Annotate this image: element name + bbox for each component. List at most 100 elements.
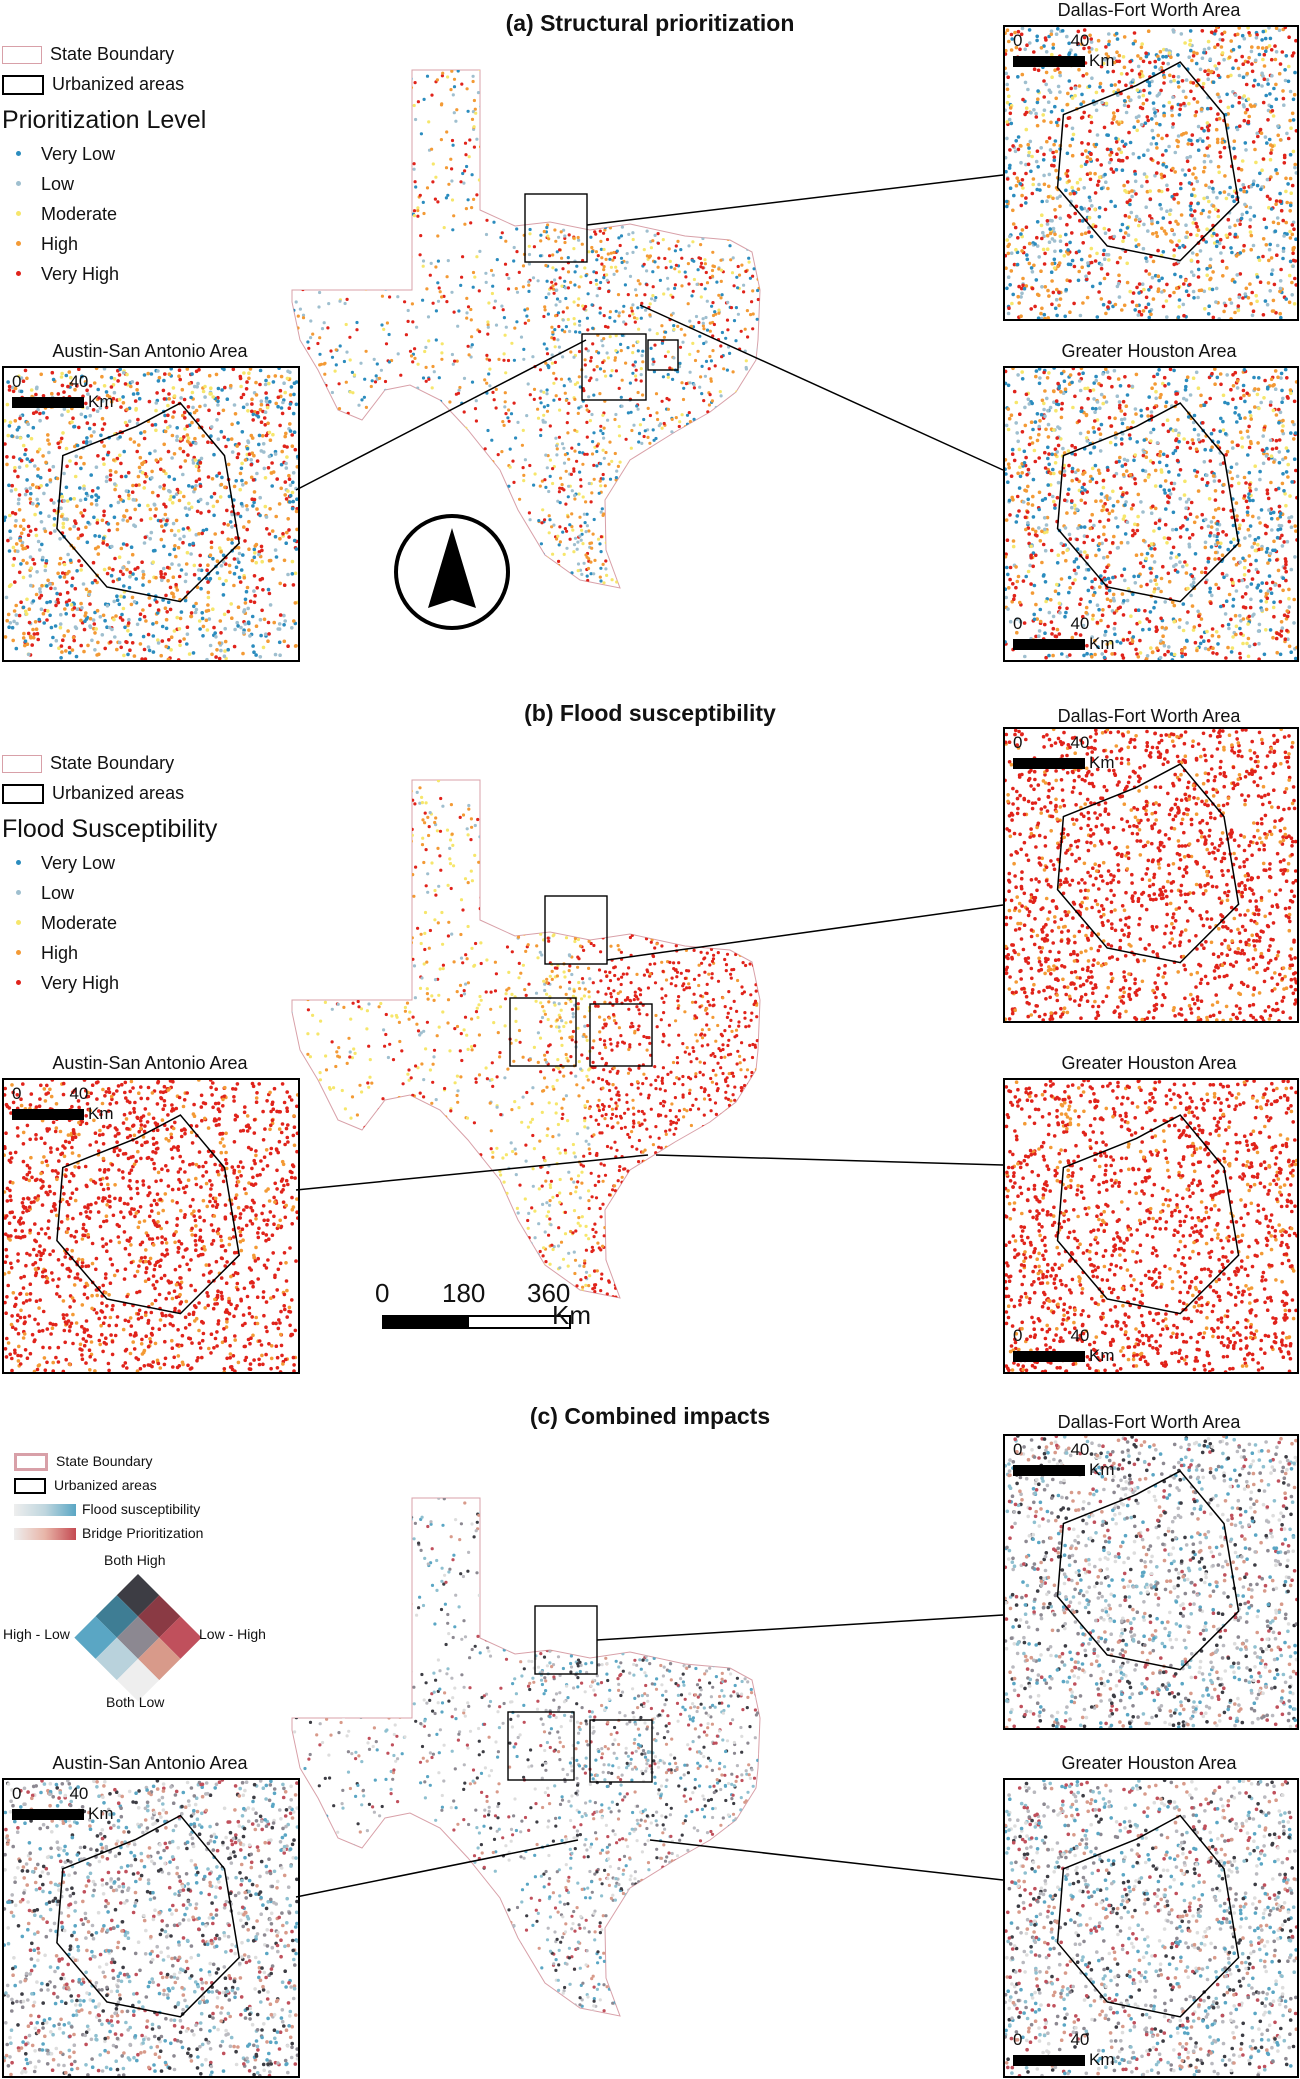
inset-scale-zero: 0 [1013,31,1022,50]
legend-level: Low [2,174,74,195]
panel-title: (a) Structural prioritization [0,10,1300,37]
dot-icon [16,950,21,956]
legend-label: Urbanized areas [52,74,184,94]
legend-level: Very High [2,264,119,285]
state-boundary [291,779,761,1299]
inset-title-austin: Austin-San Antonio Area [2,1753,298,1774]
inset-title-austin: Austin-San Antonio Area [2,1053,298,1074]
inset-scale-value: 40 [69,372,88,391]
legend-level: Moderate [2,913,117,934]
inset-scale-bar: 0 40 Km [1013,1440,1115,1480]
panel-a: (a) Structural prioritization State Boun… [0,0,1300,662]
legend-urbanized: Urbanized areas [2,74,184,96]
legend-level: High [2,234,78,255]
inset-scale-bar: 0 40 Km [1013,31,1115,71]
inset-title-houston: Greater Houston Area [1003,341,1295,362]
bridge-ramp-icon [14,1528,76,1541]
legend-flood-ramp: Flood susceptibility [14,1501,200,1517]
inset-scale-unit: Km [88,1104,114,1124]
legend-level: Very Low [2,853,115,874]
dot-icon [16,241,21,247]
scale-label-mid: 180 [442,1278,485,1309]
dot-icon [16,980,21,986]
inset-scale-bar: 0 40 Km [1013,614,1115,654]
legend-urbanized: Urbanized areas [2,783,184,805]
bivariate-label-both-low: Both Low [106,1694,164,1710]
scale-label-unit: Km [552,1300,591,1331]
flood-ramp-icon [14,1504,76,1517]
inset-scale-unit: Km [1089,753,1115,773]
legend-state-boundary: State Boundary [14,1453,153,1472]
panel-c: (c) Combined impacts State Boundary Urba… [0,1400,1300,2079]
inset-scale-bar: 0 40 Km [1013,2030,1115,2070]
panel-b: (b) Flood susceptibility State Boundary … [0,700,1300,1380]
legend-heading: Flood Susceptibility [2,815,217,844]
inset-title-dfw: Dallas-Fort Worth Area [1003,0,1295,21]
legend-level: Low [2,883,74,904]
panel-title: (c) Combined impacts [0,1403,1300,1430]
urban-swatch-icon [2,784,44,805]
inset-austin: 0 40 Km [2,1778,300,2078]
inset-scale-value: 40 [1070,31,1089,50]
inset-austin: 0 40 Km [2,1078,300,1374]
scale-bar [382,1315,571,1329]
boundary-swatch-icon [2,755,42,774]
boundary-swatch-icon [2,46,42,65]
inset-title-houston: Greater Houston Area [1003,1053,1295,1074]
inset-houston: 0 40 Km [1003,1078,1299,1374]
inset-scale-value: 40 [1070,733,1089,752]
legend-heading: Prioritization Level [2,106,206,135]
legend-state-boundary: State Boundary [2,44,174,65]
bivariate-label-low-high: Low - High [199,1626,266,1642]
inset-scale-value: 40 [69,1784,88,1803]
urban-swatch-icon [14,1478,46,1495]
dot-icon [16,271,21,277]
inset-scale-bar: 0 40 Km [1013,1326,1115,1366]
legend-urbanized: Urbanized areas [14,1477,157,1495]
inset-scale-bar: 0 40 Km [1013,733,1115,773]
dot-icon [16,920,21,926]
inset-scale-zero: 0 [12,1784,21,1803]
boundary-swatch-icon [14,1453,48,1472]
dot-icon [16,211,21,217]
inset-scale-unit: Km [1089,1460,1115,1480]
inset-dfw: 0 40 Km [1003,1434,1299,1730]
inset-scale-value: 40 [1070,614,1089,633]
inset-scale-zero: 0 [12,1084,21,1103]
urban-swatch-icon [2,75,44,96]
inset-scale-zero: 0 [1013,1326,1022,1345]
state-boundary [291,1497,761,2017]
scale-label-max: 360 [527,1278,570,1309]
legend-level: High [2,943,78,964]
bivariate-label-high-low: High - Low [3,1626,70,1642]
inset-scale-unit: Km [88,392,114,412]
inset-scale-unit: Km [1089,634,1115,654]
inset-dfw: 0 40 Km [1003,727,1299,1023]
inset-scale-unit: Km [1089,1346,1115,1366]
state-boundary [291,69,761,589]
inset-scale-zero: 0 [1013,1440,1022,1459]
inset-houston: 0 40 Km [1003,366,1299,662]
inset-title-austin: Austin-San Antonio Area [2,341,298,362]
dot-icon [16,860,21,866]
legend-level: Very Low [2,144,115,165]
inset-scale-value: 40 [1070,2030,1089,2049]
inset-title-dfw: Dallas-Fort Worth Area [1003,1412,1295,1433]
inset-scale-value: 40 [69,1084,88,1103]
north-arrow-icon [394,514,510,630]
texas-map [291,1497,761,2017]
inset-scale-unit: Km [1089,2050,1115,2070]
inset-scale-unit: Km [1089,51,1115,71]
inset-title-dfw: Dallas-Fort Worth Area [1003,706,1295,727]
inset-scale-zero: 0 [12,372,21,391]
legend-bridge-ramp: Bridge Prioritization [14,1525,203,1541]
inset-houston: 0 40 Km [1003,1778,1299,2078]
legend-label: State Boundary [50,44,174,64]
legend-state-boundary: State Boundary [2,753,174,774]
inset-scale-zero: 0 [1013,733,1022,752]
bivariate-label-both-high: Both High [104,1552,165,1568]
inset-scale-value: 40 [1070,1326,1089,1345]
scale-label-zero: 0 [375,1278,389,1309]
inset-scale-zero: 0 [1013,614,1022,633]
inset-scale-zero: 0 [1013,2030,1022,2049]
